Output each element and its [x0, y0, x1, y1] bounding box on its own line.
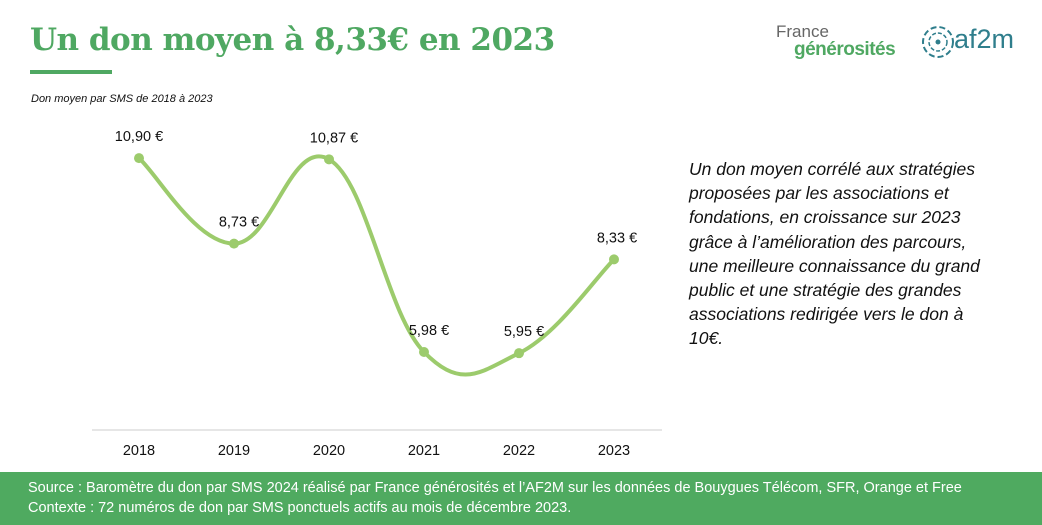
line-chart: 10,90 € 2018 8,73 € 2019 10,87 € 2020 5,98 € 20… — [92, 129, 662, 459]
x-tick-label: 2019 — [218, 443, 250, 459]
x-tick-label: 2020 — [313, 443, 345, 459]
data-point — [229, 238, 239, 249]
source-note: Source : Baromètre du don par SMS 2024 r… — [28, 480, 962, 496]
context-note: Contexte : 72 numéros de don par SMS pon… — [28, 500, 572, 516]
chart-subtitle: Don moyen par SMS de 2018 à 2023 — [31, 93, 213, 105]
data-point — [609, 254, 619, 265]
data-label: 5,98 € — [409, 323, 449, 339]
x-tick-label: 2023 — [598, 443, 630, 459]
x-tick-label: 2018 — [123, 443, 155, 459]
data-point — [134, 153, 144, 164]
data-label: 10,90 € — [115, 129, 163, 145]
x-tick-label: 2022 — [503, 443, 535, 459]
series-line — [137, 154, 616, 377]
data-label: 8,73 € — [219, 215, 259, 231]
data-point — [324, 154, 334, 165]
title-underline — [30, 70, 112, 74]
data-label: 8,33 € — [597, 230, 637, 246]
data-label: 5,95 € — [504, 324, 544, 340]
data-label: 10,87 € — [310, 130, 358, 146]
data-point — [419, 346, 429, 357]
data-point — [514, 348, 524, 359]
footer: Source : Baromètre du don par SMS 2024 r… — [0, 472, 1042, 525]
x-tick-label: 2021 — [408, 443, 440, 459]
logos: France générosités af2m — [772, 22, 1032, 67]
france-generosites-logo-line1: France — [776, 22, 829, 41]
page-title: Un don moyen à 8,33€ en 2023 — [30, 22, 555, 58]
af2m-logo: af2m — [954, 24, 1015, 54]
af2m-logo-icon — [922, 26, 954, 58]
description-text: Un don moyen corrélé aux stratégies prop… — [689, 159, 980, 349]
france-generosites-logo-line2: générosités — [794, 39, 896, 60]
